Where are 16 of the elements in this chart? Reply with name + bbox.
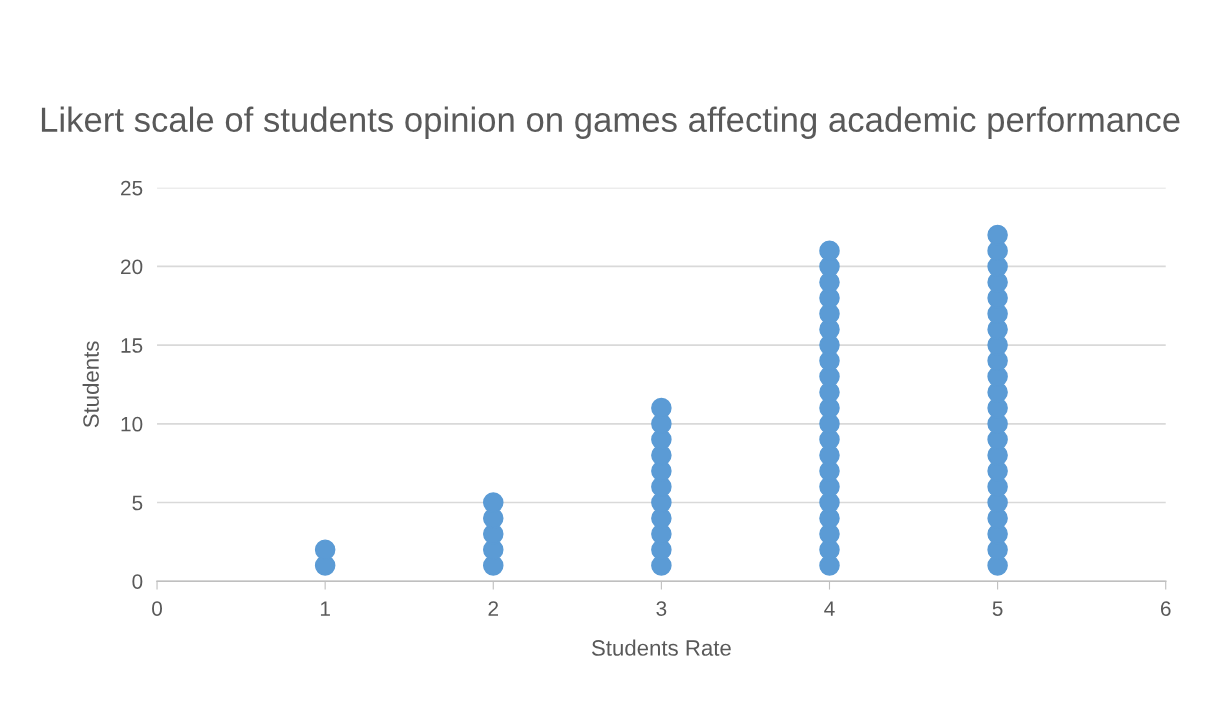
x-tick-label: 2 [488,601,499,616]
x-tick-label: 0 [152,601,163,616]
x-tick-label: 1 [320,601,330,616]
y-tick-label: 0 [132,574,143,589]
y-tick-label: 25 [121,180,143,196]
y-tick-label: 20 [121,259,143,275]
y-tick-label: 10 [121,416,143,432]
y-tick-label: 15 [121,338,143,353]
y-tick-label: 5 [132,495,143,511]
chart-title: Likert scale of students opinion on games affecting academic performance [41,106,1180,139]
x-axis-title: Students Rate [591,639,731,656]
x-tick-label: 3 [656,601,667,616]
y-axis-title: Students [82,341,99,428]
x-tick-label: 5 [992,601,1003,616]
x-tick-label: 6 [1160,601,1171,616]
x-tick-label: 4 [824,601,835,616]
